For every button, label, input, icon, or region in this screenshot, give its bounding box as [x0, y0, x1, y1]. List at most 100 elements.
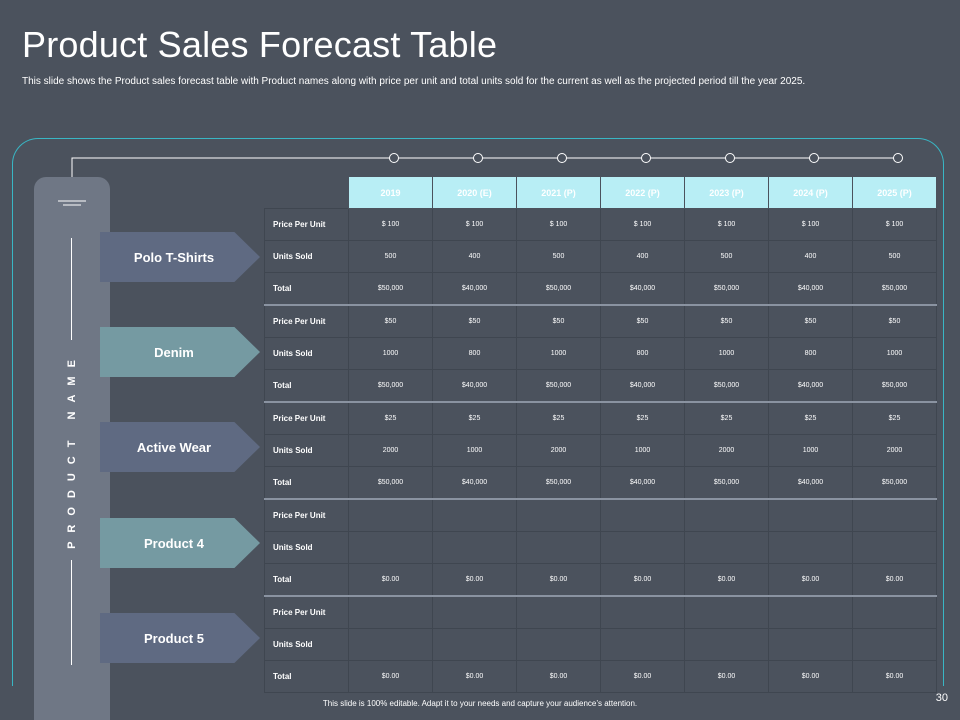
timeline-node [725, 153, 735, 163]
table-cell: 500 [852, 240, 937, 273]
table-cell: $50 [684, 304, 769, 338]
table-cell: $0.00 [852, 563, 937, 597]
table-cell [852, 531, 937, 564]
table-cell: $ 100 [516, 208, 601, 241]
table-row: Price Per Unit $25 $25 $25 $25 $25 $25 $25 [264, 401, 937, 435]
column-header: 2019 [348, 176, 433, 209]
row-label: Price Per Unit [264, 401, 349, 435]
table-cell: 400 [432, 240, 517, 273]
table-cell: $40,000 [600, 466, 685, 500]
table-cell [768, 628, 853, 661]
column-header: 2022 (P) [600, 176, 685, 209]
table-row: Units Sold 500 400 500 400 500 400 500 [264, 240, 937, 273]
row-label: Price Per Unit [264, 304, 349, 338]
table-cell: $25 [348, 401, 433, 435]
table-row: Total $0.00 $0.00 $0.00 $0.00 $0.00 $0.00 $0.00 [264, 660, 937, 693]
table-cell [348, 498, 433, 532]
table-cell [516, 498, 601, 532]
product-4: Product 4 [100, 518, 260, 568]
table-cell [348, 595, 433, 629]
table-cell: $50 [516, 304, 601, 338]
table-cell: $40,000 [600, 369, 685, 403]
table-cell [600, 498, 685, 532]
table-cell [852, 628, 937, 661]
table-cell: $25 [432, 401, 517, 435]
table-cell: $0.00 [516, 563, 601, 597]
table-cell [516, 628, 601, 661]
table-cell: 500 [516, 240, 601, 273]
table-cell [348, 628, 433, 661]
table-cell: $0.00 [684, 563, 769, 597]
table-cell: 400 [768, 240, 853, 273]
table-body: Price Per Unit $ 100 $ 100 $ 100 $ 100 $ 100 $… [264, 208, 937, 693]
table-cell: $50,000 [684, 369, 769, 403]
table-cell [432, 531, 517, 564]
slide-title: Product Sales Forecast Table [22, 24, 498, 65]
row-label: Total [264, 369, 349, 403]
table-cell: $50,000 [852, 272, 937, 306]
table-cell [768, 498, 853, 532]
table-cell: 1000 [768, 434, 853, 467]
table-cell: $50,000 [348, 369, 433, 403]
product-name-label: PRODUCT NAME [66, 351, 78, 549]
table-cell: $25 [516, 401, 601, 435]
table-cell: $40,000 [432, 466, 517, 500]
timeline-node [641, 153, 651, 163]
row-label: Units Sold [264, 628, 349, 661]
row-label: Units Sold [264, 434, 349, 467]
table-cell: $50,000 [852, 466, 937, 500]
timeline-node [389, 153, 399, 163]
table-cell: 1000 [684, 337, 769, 370]
table-cell: $50,000 [852, 369, 937, 403]
row-label: Units Sold [264, 337, 349, 370]
table-cell: 800 [432, 337, 517, 370]
table-row: Units Sold [264, 531, 937, 564]
table-cell: $50,000 [684, 272, 769, 306]
table-cell: $50,000 [516, 466, 601, 500]
table-row: Price Per Unit [264, 595, 937, 629]
table-cell: $ 100 [684, 208, 769, 241]
table-row: Total $50,000 $40,000 $50,000 $40,000 $50,000… [264, 272, 937, 306]
table-cell: 1000 [516, 337, 601, 370]
table-cell: $50 [432, 304, 517, 338]
table-cell: 800 [600, 337, 685, 370]
table-cell: 800 [768, 337, 853, 370]
product-5: Product 5 [100, 613, 260, 663]
table-cell: 1000 [348, 337, 433, 370]
table-cell: $25 [684, 401, 769, 435]
table-cell: $50 [600, 304, 685, 338]
table-header-row: 2019 2020 (E) 2021 (P) 2022 (P) 2023 (P)… [265, 176, 937, 209]
table-cell [768, 595, 853, 629]
column-header: 2020 (E) [432, 176, 517, 209]
table-cell: $0.00 [348, 660, 433, 693]
table-cell: $0.00 [600, 563, 685, 597]
table-cell: $0.00 [768, 660, 853, 693]
table-cell [516, 595, 601, 629]
table-cell: $40,000 [768, 466, 853, 500]
table-cell: $0.00 [684, 660, 769, 693]
table-cell [852, 595, 937, 629]
row-label: Price Per Unit [264, 208, 349, 241]
table-cell: $0.00 [768, 563, 853, 597]
row-label: Total [264, 272, 349, 306]
table-cell: 400 [600, 240, 685, 273]
table-cell: $0.00 [432, 660, 517, 693]
row-label: Units Sold [264, 531, 349, 564]
table-cell [600, 595, 685, 629]
page-number: 30 [935, 692, 948, 704]
table-cell: $50,000 [516, 272, 601, 306]
timeline-node [473, 153, 483, 163]
row-label: Units Sold [264, 240, 349, 273]
table-cell [600, 628, 685, 661]
timeline-node [893, 153, 903, 163]
table-row: Total $0.00 $0.00 $0.00 $0.00 $0.00 $0.00 $0.00 [264, 563, 937, 597]
column-header: 2025 (P) [852, 176, 937, 209]
table-cell: $40,000 [768, 272, 853, 306]
table-cell [684, 595, 769, 629]
table-cell: $0.00 [348, 563, 433, 597]
row-label: Total [264, 563, 349, 597]
table-cell [432, 628, 517, 661]
table-cell: 2000 [516, 434, 601, 467]
table-cell: $0.00 [432, 563, 517, 597]
product-denim: Denim [100, 327, 260, 377]
